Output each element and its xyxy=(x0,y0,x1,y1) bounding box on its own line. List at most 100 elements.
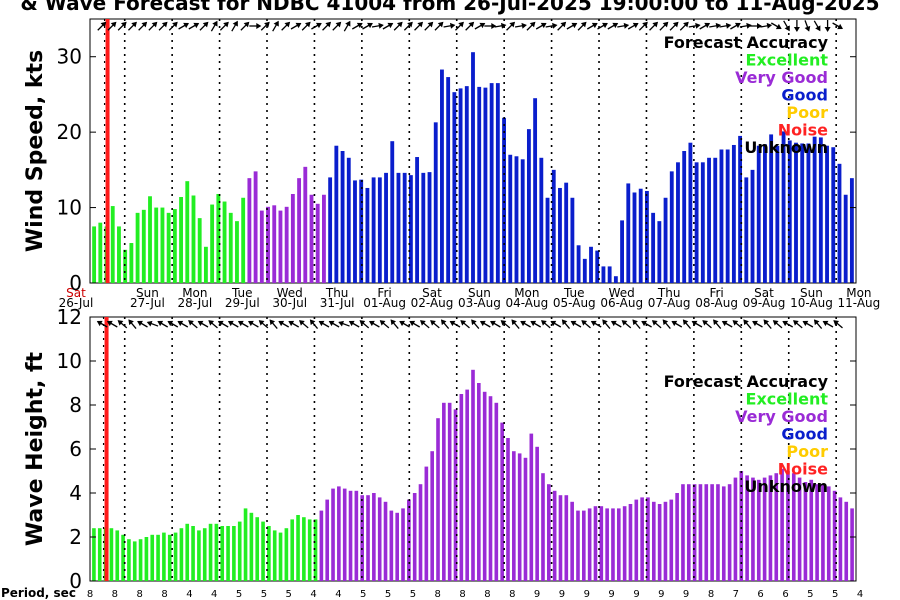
wave-bar xyxy=(727,484,732,581)
wind-bar xyxy=(297,178,302,283)
wind-bar xyxy=(309,194,314,283)
wind-direction-arrow xyxy=(719,22,732,29)
wind-bar xyxy=(266,206,270,283)
wind-direction-arrow xyxy=(750,23,762,29)
wind-direction-arrow xyxy=(535,22,547,30)
wind-bar xyxy=(831,147,836,283)
wind-legend-item: Very Good xyxy=(735,68,828,87)
wind-direction-arrow xyxy=(617,22,630,29)
wind-bar xyxy=(738,135,743,283)
wind-direction-arrow xyxy=(783,20,790,32)
wind-bar xyxy=(843,194,848,283)
wave-direction-arrow xyxy=(399,320,410,328)
wave-direction-arrow xyxy=(278,320,290,328)
wind-direction-arrow xyxy=(669,21,679,31)
wind-bar xyxy=(365,187,370,283)
wind-bar xyxy=(688,142,693,283)
wave-bar xyxy=(622,506,627,581)
wind-bar xyxy=(489,83,494,283)
period-tick-label: 8 xyxy=(87,589,93,600)
wave-bar xyxy=(109,528,114,581)
wind-bar xyxy=(191,195,196,283)
wave-direction-arrow xyxy=(248,320,259,328)
wind-legend-item: Good xyxy=(781,86,828,105)
wave-direction-arrow xyxy=(309,319,319,330)
period-tick-label: 9 xyxy=(658,589,664,600)
wind-bar xyxy=(837,163,842,283)
wave-bar xyxy=(564,495,569,581)
wave-legend-item: Good xyxy=(781,425,828,444)
wave-bar xyxy=(366,495,370,581)
wind-bar xyxy=(185,181,190,283)
day-name-label: Sun xyxy=(800,286,823,300)
wind-bar xyxy=(638,188,643,283)
wind-direction-arrow xyxy=(343,20,351,32)
wave-bar xyxy=(453,409,458,581)
wave-bar xyxy=(692,484,697,581)
wave-bar xyxy=(179,528,184,581)
wave-bar xyxy=(150,534,155,581)
wave-bar xyxy=(494,402,499,581)
wave-bar xyxy=(191,526,195,581)
wave-bar xyxy=(465,389,469,581)
wave-direction-arrow xyxy=(662,319,671,330)
wave-bar xyxy=(552,490,557,581)
wave-bar xyxy=(832,490,837,581)
wave-direction-arrow xyxy=(632,319,641,330)
wave-bar xyxy=(616,508,621,581)
figure-title: & Wave Forecast for NDBC 41004 from 26-J… xyxy=(20,0,879,15)
wind-direction-arrow xyxy=(597,22,608,30)
day-date-label: 30-Jul xyxy=(272,296,307,310)
period-tick-label: 4 xyxy=(335,589,341,600)
wave-bar xyxy=(97,528,102,581)
wave-direction-arrow xyxy=(570,320,582,328)
wave-direction-arrow xyxy=(682,319,692,330)
wave-direction-arrow xyxy=(610,320,622,328)
wind-bar xyxy=(166,212,171,283)
wave-bar xyxy=(307,519,312,581)
wind-direction-arrow xyxy=(178,22,189,30)
wind-direction-arrow xyxy=(188,22,200,30)
wave-bar xyxy=(704,484,709,581)
wave-direction-arrow xyxy=(188,320,198,329)
wind-bar xyxy=(471,52,475,283)
wind-direction-arrow xyxy=(514,22,527,29)
wave-bar xyxy=(506,438,510,581)
day-date-label: 29-Jul xyxy=(225,296,260,310)
day-date-label: 05-Aug xyxy=(553,296,596,310)
wind-direction-arrow xyxy=(804,20,811,32)
wave-bar xyxy=(570,501,574,581)
wave-bar xyxy=(471,369,475,581)
period-tick-label: 6 xyxy=(782,589,788,600)
wave-bar xyxy=(337,486,341,581)
day-date-label: 08-Aug xyxy=(695,296,738,310)
wave-direction-arrow xyxy=(420,320,430,329)
wind-bar xyxy=(433,122,438,283)
wave-direction-arrow xyxy=(763,319,772,330)
wind-bar xyxy=(502,117,506,283)
wave-bar xyxy=(267,526,271,581)
wind-bar xyxy=(390,141,395,283)
wave-bar xyxy=(739,471,744,581)
wave-bar xyxy=(611,508,615,581)
wave-bar xyxy=(780,468,784,581)
period-tick-label: 4 xyxy=(211,589,217,600)
wind-bar xyxy=(216,193,221,283)
wind-ytick-label: 0 xyxy=(69,271,82,295)
day-date-label: 07-Aug xyxy=(648,296,691,310)
wind-direction-arrow xyxy=(443,22,456,29)
wave-bar xyxy=(587,508,592,581)
wind-bar xyxy=(272,205,277,283)
wave-direction-arrow xyxy=(772,320,783,329)
wind-direction-arrow xyxy=(638,21,648,31)
wind-direction-arrow xyxy=(97,21,107,31)
wave-bar xyxy=(821,484,825,581)
period-tick-label: 8 xyxy=(708,589,714,600)
wind-bar xyxy=(613,276,618,283)
wave-bar xyxy=(132,541,137,581)
wind-direction-arrow xyxy=(168,21,178,31)
wave-bar xyxy=(803,482,808,581)
wind-bar xyxy=(707,157,711,283)
wave-direction-arrow xyxy=(269,319,278,330)
wind-bar xyxy=(98,222,103,283)
